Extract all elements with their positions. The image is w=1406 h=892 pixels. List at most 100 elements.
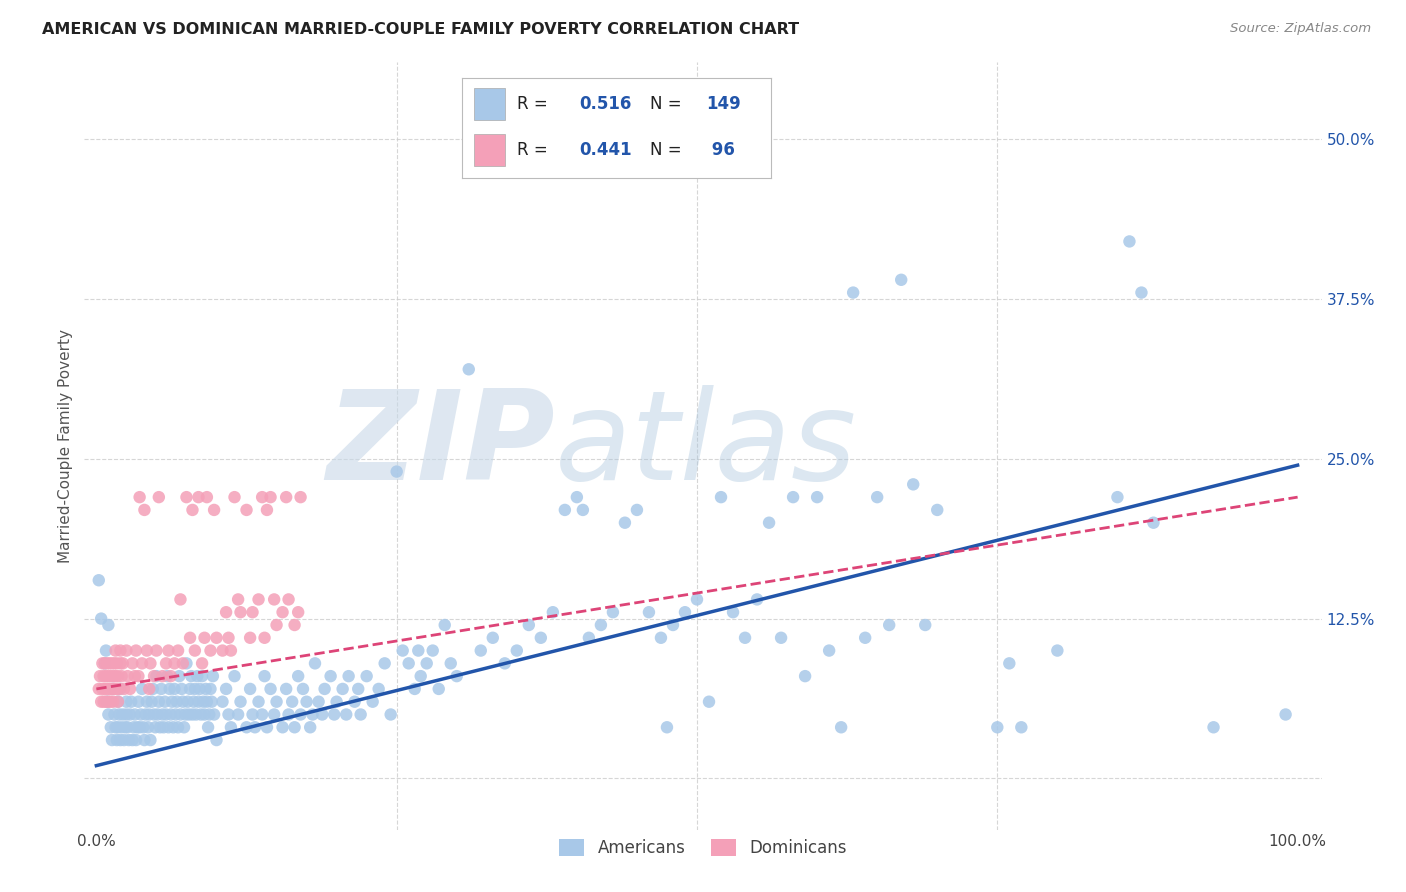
- Point: [572, 503, 595, 517]
- Point: [149, 720, 172, 734]
- Point: [404, 681, 426, 696]
- Point: [105, 657, 128, 671]
- Point: [97, 695, 120, 709]
- Point: [121, 733, 143, 747]
- Point: [93, 669, 115, 683]
- Point: [277, 707, 299, 722]
- Point: [986, 720, 1008, 734]
- Point: [120, 695, 142, 709]
- Point: [181, 503, 204, 517]
- Point: [169, 592, 191, 607]
- Point: [517, 618, 540, 632]
- Point: [187, 490, 209, 504]
- Point: [433, 618, 456, 632]
- Point: [94, 657, 117, 671]
- Point: [235, 503, 257, 517]
- Point: [271, 720, 294, 734]
- Point: [139, 657, 162, 671]
- Point: [427, 681, 450, 696]
- Point: [157, 643, 180, 657]
- Point: [152, 707, 174, 722]
- Point: [314, 681, 336, 696]
- Point: [325, 695, 347, 709]
- Point: [259, 681, 281, 696]
- Point: [219, 643, 242, 657]
- Point: [374, 657, 396, 671]
- Point: [250, 490, 273, 504]
- Point: [167, 720, 190, 734]
- Point: [172, 657, 194, 671]
- Point: [101, 733, 124, 747]
- Point: [143, 720, 166, 734]
- Point: [256, 720, 278, 734]
- Point: [90, 695, 112, 709]
- Point: [457, 362, 479, 376]
- Point: [271, 605, 294, 619]
- Point: [97, 669, 120, 683]
- Point: [356, 669, 378, 683]
- Point: [195, 490, 218, 504]
- Point: [107, 695, 129, 709]
- Point: [589, 618, 612, 632]
- Point: [129, 707, 152, 722]
- Point: [107, 720, 129, 734]
- Point: [190, 707, 212, 722]
- Point: [782, 490, 804, 504]
- Point: [138, 681, 160, 696]
- Point: [806, 490, 828, 504]
- Point: [311, 707, 333, 722]
- Point: [131, 681, 153, 696]
- Point: [194, 681, 217, 696]
- Point: [176, 695, 198, 709]
- Point: [89, 669, 111, 683]
- Point: [148, 490, 170, 504]
- Point: [181, 707, 204, 722]
- Point: [87, 573, 110, 587]
- Point: [1202, 720, 1225, 734]
- Point: [191, 657, 214, 671]
- Point: [143, 669, 166, 683]
- Point: [415, 657, 437, 671]
- Point: [135, 707, 157, 722]
- Point: [179, 681, 201, 696]
- Point: [1046, 643, 1069, 657]
- Point: [98, 657, 121, 671]
- Point: [319, 669, 342, 683]
- Point: [219, 720, 242, 734]
- Point: [118, 707, 141, 722]
- Point: [121, 657, 143, 671]
- Point: [301, 707, 323, 722]
- Point: [146, 707, 169, 722]
- Point: [276, 490, 298, 504]
- Point: [770, 631, 793, 645]
- Point: [202, 707, 225, 722]
- Point: [91, 681, 114, 696]
- Point: [247, 695, 270, 709]
- Point: [112, 733, 135, 747]
- Point: [287, 605, 309, 619]
- Point: [284, 618, 307, 632]
- Point: [122, 720, 145, 734]
- Point: [128, 490, 150, 504]
- Point: [193, 695, 215, 709]
- Point: [94, 681, 117, 696]
- Point: [998, 657, 1021, 671]
- Point: [409, 669, 432, 683]
- Point: [242, 605, 264, 619]
- Point: [263, 707, 285, 722]
- Point: [380, 707, 402, 722]
- Point: [193, 631, 215, 645]
- Point: [308, 695, 330, 709]
- Point: [638, 605, 661, 619]
- Point: [155, 707, 177, 722]
- Point: [128, 720, 150, 734]
- Point: [103, 681, 125, 696]
- Point: [152, 720, 174, 734]
- Point: [202, 503, 225, 517]
- Point: [145, 643, 167, 657]
- Point: [101, 657, 124, 671]
- Point: [198, 707, 221, 722]
- Point: [877, 618, 900, 632]
- Point: [256, 503, 278, 517]
- Point: [125, 643, 148, 657]
